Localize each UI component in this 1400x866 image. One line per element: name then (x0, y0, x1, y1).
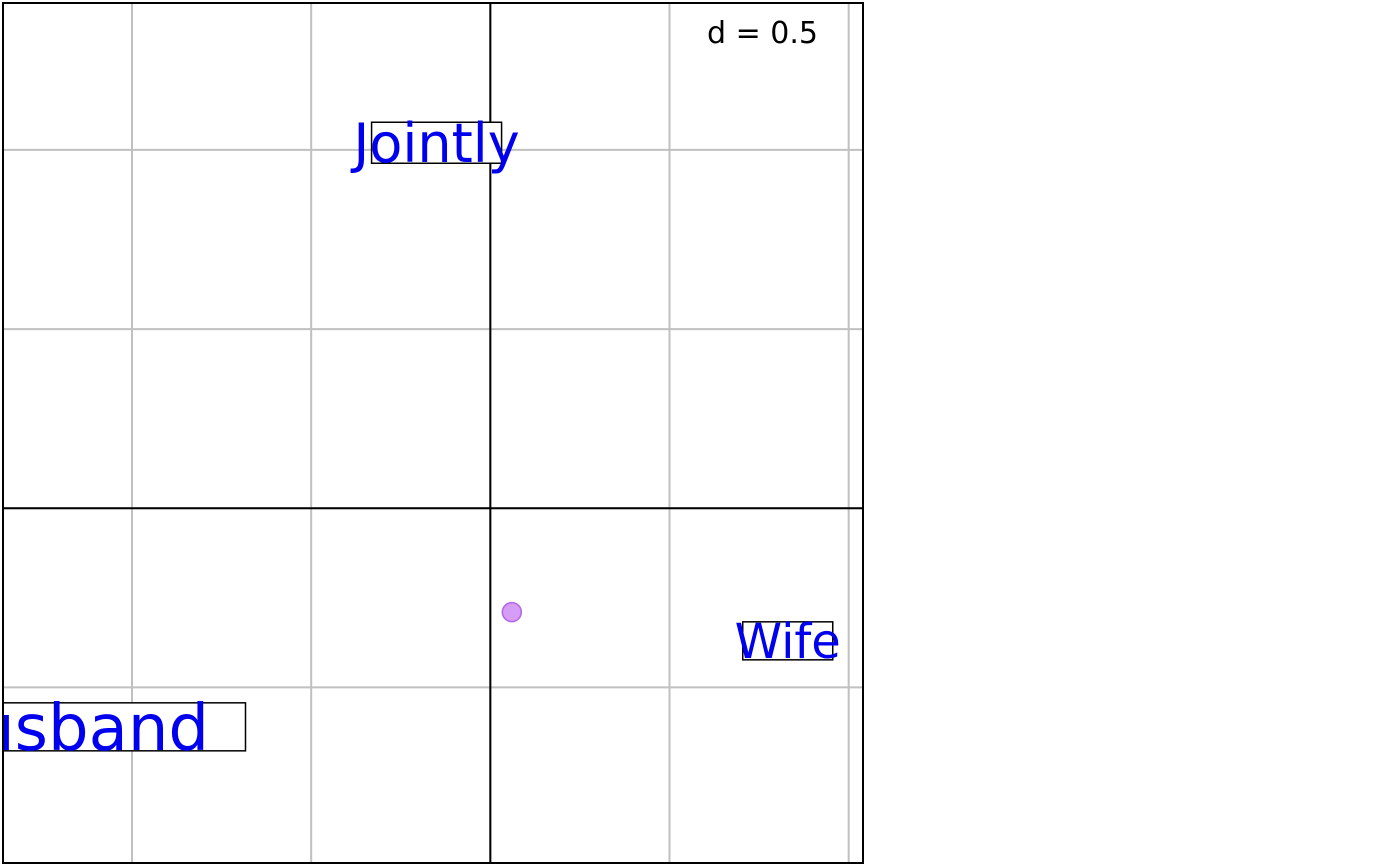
category-label: Wife (735, 614, 841, 670)
data-point (501, 601, 523, 623)
category-label: Husband (0, 692, 209, 766)
marks: Jointly Wife Husband (0, 112, 841, 766)
plot-frame (2, 2, 864, 864)
label-box (370, 121, 503, 164)
label-box (742, 621, 834, 661)
scale-label: d = 0.5 (707, 16, 818, 51)
category-label: Jointly (350, 112, 519, 175)
label-box (3, 702, 247, 752)
